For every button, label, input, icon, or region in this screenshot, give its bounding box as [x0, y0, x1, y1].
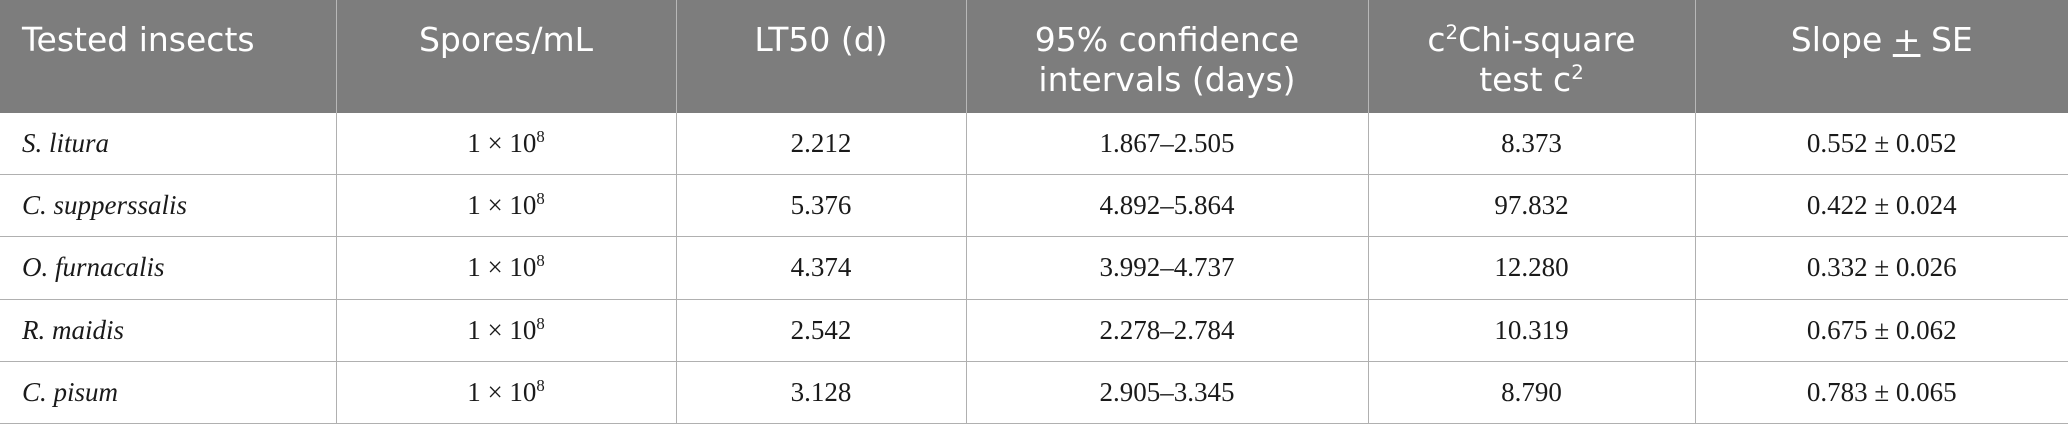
header-chi-c: c: [1427, 20, 1446, 59]
insect-name: S. litura: [0, 113, 336, 176]
slope-value: 0.332 ± 0.026: [1694, 236, 2068, 300]
spores-base: 1 × 10: [467, 314, 537, 345]
header-chi-line2: test c: [1479, 60, 1572, 99]
slope-value: 0.552 ± 0.052: [1694, 113, 2068, 176]
spores-exponent: 8: [536, 313, 545, 333]
lt50-value: 5.376: [675, 174, 966, 238]
header-chi-sup1: 2: [1445, 21, 1459, 44]
header-slope-pre: Slope: [1790, 20, 1893, 59]
chi-value: 8.790: [1367, 361, 1695, 425]
lt50-value: 2.212: [675, 113, 966, 176]
chi-value: 8.373: [1367, 113, 1695, 176]
insect-name: O. furnacalis: [0, 236, 336, 300]
slope-value: 0.675 ± 0.062: [1694, 299, 2068, 362]
table-row: C. supperssalis 1 × 108 5.376 4.892–5.86…: [0, 174, 2068, 238]
ci-value: 4.892–5.864: [965, 174, 1368, 238]
spores-exponent: 8: [536, 375, 545, 395]
header-chi-rest: Chi-square: [1458, 20, 1636, 59]
table-row: R. maidis 1 × 108 2.542 2.278–2.784 10.3…: [0, 299, 2068, 362]
spores-value: 1 × 108: [335, 113, 676, 176]
header-slope: Slope + SE: [1694, 0, 2068, 113]
header-lt50: LT50 (d): [675, 0, 966, 113]
header-chi-square: c2Chi-square test c2: [1367, 0, 1695, 113]
spores-base: 1 × 10: [467, 128, 537, 159]
insect-name: C. pisum: [0, 361, 336, 425]
table-row: O. furnacalis 1 × 108 4.374 3.992–4.737 …: [0, 236, 2068, 300]
header-row: Tested insects Spores/mL LT50 (d) 95% co…: [0, 0, 2068, 113]
slope-value: 0.422 ± 0.024: [1694, 174, 2068, 238]
slope-value: 0.783 ± 0.065: [1694, 361, 2068, 425]
header-slope-plusminus: +: [1892, 20, 1921, 59]
spores-exponent: 8: [536, 189, 545, 209]
insect-name: C. supperssalis: [0, 174, 336, 238]
spores-exponent: 8: [536, 127, 545, 147]
header-slope-post: SE: [1920, 20, 1973, 59]
ci-value: 3.992–4.737: [965, 236, 1368, 300]
spores-exponent: 8: [536, 251, 545, 271]
table-body: S. litura 1 × 108 2.212 1.867–2.505 8.37…: [0, 113, 2068, 425]
header-ci-line1: 95% confidence: [1034, 20, 1300, 59]
chi-value: 10.319: [1367, 299, 1695, 362]
table-header: Tested insects Spores/mL LT50 (d) 95% co…: [0, 0, 2068, 113]
ci-value: 2.905–3.345: [965, 361, 1368, 425]
header-ci-line2: intervals (days): [1038, 60, 1296, 99]
results-table: Tested insects Spores/mL LT50 (d) 95% co…: [0, 0, 2068, 425]
chi-value: 97.832: [1367, 174, 1695, 238]
spores-value: 1 × 108: [335, 236, 676, 300]
spores-value: 1 × 108: [335, 361, 676, 425]
spores-base: 1 × 10: [467, 252, 537, 283]
spores-value: 1 × 108: [335, 174, 676, 238]
lt50-value: 2.542: [675, 299, 966, 362]
header-confidence-intervals: 95% confidence intervals (days): [965, 0, 1368, 113]
lt50-value: 4.374: [675, 236, 966, 300]
ci-value: 1.867–2.505: [965, 113, 1368, 176]
insect-name: R. maidis: [0, 299, 336, 362]
header-tested-insects: Tested insects: [0, 0, 336, 113]
table-row: S. litura 1 × 108 2.212 1.867–2.505 8.37…: [0, 113, 2068, 176]
table-row: C. pisum 1 × 108 3.128 2.905–3.345 8.790…: [0, 361, 2068, 425]
spores-value: 1 × 108: [335, 299, 676, 362]
spores-base: 1 × 10: [467, 190, 537, 221]
spores-base: 1 × 10: [467, 376, 537, 407]
header-chi-sup2: 2: [1571, 61, 1584, 84]
header-spores: Spores/mL: [335, 0, 676, 113]
chi-value: 12.280: [1367, 236, 1695, 300]
lt50-value: 3.128: [675, 361, 966, 425]
ci-value: 2.278–2.784: [965, 299, 1368, 362]
